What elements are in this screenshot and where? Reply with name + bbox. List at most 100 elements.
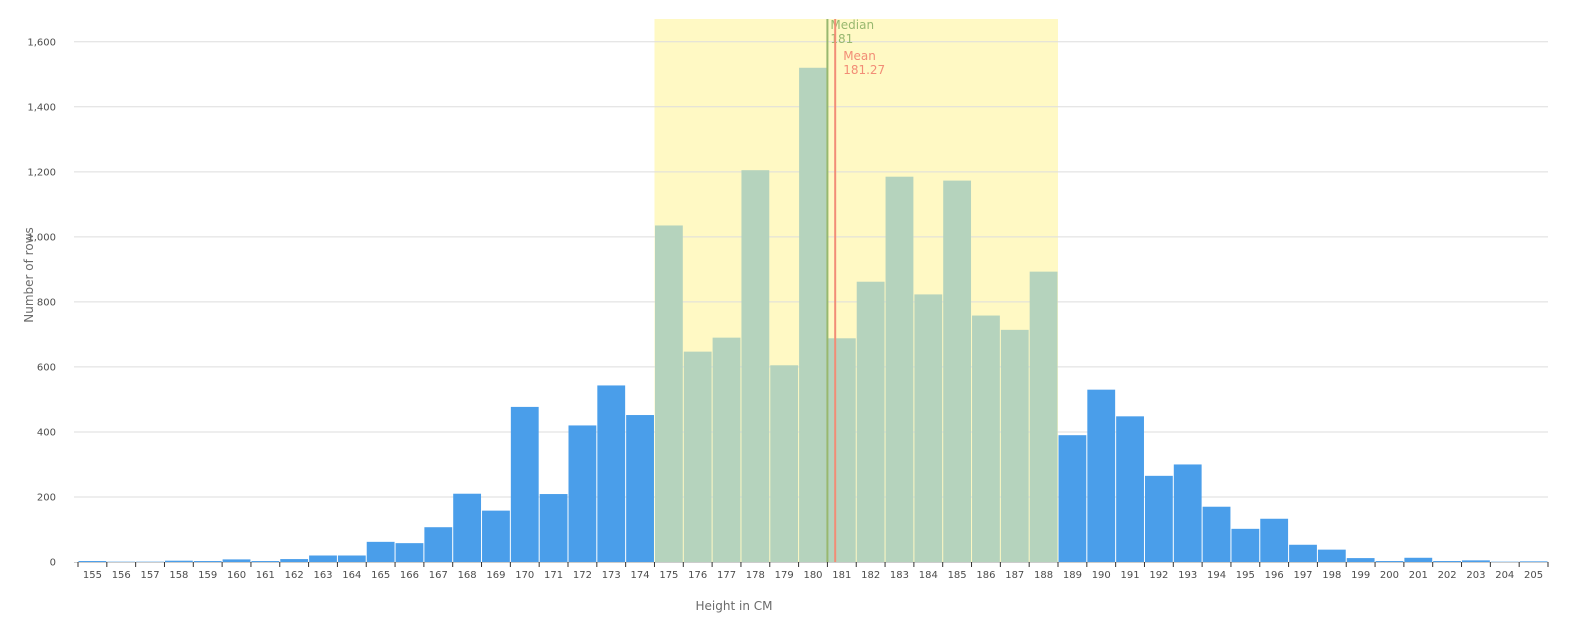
histogram-bar bbox=[799, 67, 827, 562]
x-tick-label: 205 bbox=[1524, 570, 1543, 581]
y-tick-label: 1,600 bbox=[27, 37, 56, 48]
x-tick-label: 168 bbox=[458, 570, 477, 581]
x-tick-label: 180 bbox=[803, 570, 822, 581]
bars bbox=[78, 67, 1548, 563]
histogram-bar bbox=[1519, 561, 1548, 562]
histogram-bar bbox=[1058, 435, 1087, 562]
histogram-bar bbox=[222, 559, 251, 562]
x-tick-label: 204 bbox=[1495, 570, 1514, 581]
histogram-bar bbox=[856, 281, 885, 562]
y-tick-label: 800 bbox=[37, 297, 56, 308]
histogram-bar bbox=[366, 541, 395, 562]
x-tick-label: 191 bbox=[1121, 570, 1140, 581]
histogram-bar bbox=[741, 170, 770, 562]
histogram-bar bbox=[1231, 528, 1260, 562]
histogram-bar bbox=[914, 294, 943, 562]
x-tick-label: 166 bbox=[400, 570, 419, 581]
y-tick-label: 1,400 bbox=[27, 102, 56, 113]
y-axis: 0 200 400 600 800 1,000 1,200 1,400 1,600 bbox=[27, 37, 56, 568]
x-tick-label: 173 bbox=[602, 570, 621, 581]
x-tick-label: 196 bbox=[1265, 570, 1284, 581]
x-tick-label: 197 bbox=[1293, 570, 1312, 581]
histogram-bar bbox=[1490, 561, 1519, 563]
histogram-bar bbox=[943, 180, 972, 562]
histogram-bar bbox=[251, 561, 280, 562]
x-tick-label: 181 bbox=[832, 570, 851, 581]
x-tick-label: 169 bbox=[486, 570, 505, 581]
histogram-bar bbox=[568, 425, 597, 562]
x-tick-label: 185 bbox=[948, 570, 967, 581]
x-tick-label: 199 bbox=[1351, 570, 1370, 581]
histogram-bar bbox=[1289, 544, 1317, 562]
histogram-bar bbox=[309, 555, 337, 562]
x-tick-label: 179 bbox=[775, 570, 794, 581]
histogram-bar bbox=[1202, 506, 1231, 562]
x-tick-label: 187 bbox=[1005, 570, 1024, 581]
x-tick-label: 175 bbox=[659, 570, 678, 581]
x-tick-label: 178 bbox=[746, 570, 765, 581]
histogram-bar bbox=[597, 385, 626, 562]
y-tick-label: 1,200 bbox=[27, 167, 56, 178]
histogram-bar bbox=[1375, 561, 1404, 562]
x-tick-label: 156 bbox=[112, 570, 131, 581]
x-tick-label: 158 bbox=[169, 570, 188, 581]
x-tick-label: 203 bbox=[1466, 570, 1485, 581]
histogram-bar bbox=[827, 338, 856, 562]
y-axis-title: Number of rows bbox=[22, 227, 36, 322]
histogram-bar bbox=[337, 555, 366, 562]
x-tick-label: 160 bbox=[227, 570, 246, 581]
histogram-bar bbox=[626, 415, 654, 562]
histogram-bar bbox=[1462, 560, 1490, 562]
x-tick-label: 193 bbox=[1178, 570, 1197, 581]
x-tick-label: 161 bbox=[256, 570, 275, 581]
marker-value-label: 181.27 bbox=[843, 63, 885, 77]
x-tick-label: 174 bbox=[631, 570, 650, 581]
marker-name-label: Median bbox=[830, 18, 874, 32]
x-tick-label: 200 bbox=[1380, 570, 1399, 581]
x-tick-label: 182 bbox=[861, 570, 880, 581]
histogram-bar bbox=[193, 561, 222, 562]
x-tick-label: 202 bbox=[1438, 570, 1457, 581]
histogram-bar bbox=[395, 543, 424, 562]
histogram-bar bbox=[1317, 549, 1346, 562]
x-tick-label: 167 bbox=[429, 570, 448, 581]
x-tick-label: 162 bbox=[285, 570, 304, 581]
histogram-bar bbox=[1404, 557, 1433, 562]
x-tick-label: 171 bbox=[544, 570, 563, 581]
histogram-bar bbox=[1116, 416, 1144, 562]
histogram-bar bbox=[453, 493, 482, 562]
x-tick-label: 170 bbox=[515, 570, 534, 581]
x-tick-label: 186 bbox=[976, 570, 995, 581]
histogram-bar bbox=[1260, 518, 1289, 562]
x-axis-title: Height in CM bbox=[696, 599, 773, 613]
x-tick-label: 172 bbox=[573, 570, 592, 581]
x-tick-label: 194 bbox=[1207, 570, 1226, 581]
histogram-bar bbox=[280, 559, 309, 562]
x-tick-label: 189 bbox=[1063, 570, 1082, 581]
x-tick-label: 164 bbox=[342, 570, 361, 581]
histogram-bar bbox=[136, 561, 164, 563]
histogram-bar bbox=[107, 561, 136, 563]
y-tick-label: 400 bbox=[37, 427, 56, 438]
x-tick-label: 165 bbox=[371, 570, 390, 581]
x-tick-label: 195 bbox=[1236, 570, 1255, 581]
histogram-bar bbox=[683, 351, 712, 562]
x-tick-label: 177 bbox=[717, 570, 736, 581]
histogram-bar bbox=[1000, 329, 1029, 562]
histogram-bar bbox=[1433, 561, 1462, 562]
marker-value-label: 181 bbox=[830, 32, 853, 46]
histogram-bar bbox=[510, 406, 539, 562]
histogram-bar bbox=[539, 494, 568, 562]
histogram-bar bbox=[770, 365, 799, 562]
histogram-bar bbox=[972, 315, 1000, 562]
x-tick-label: 201 bbox=[1409, 570, 1428, 581]
histogram-bar bbox=[1087, 389, 1116, 562]
y-tick-label: 600 bbox=[37, 362, 56, 373]
histogram-bar bbox=[1173, 464, 1202, 562]
y-tick-label: 200 bbox=[37, 492, 56, 503]
y-tick-label: 0 bbox=[50, 558, 56, 569]
histogram-bar bbox=[424, 527, 453, 562]
marker-name-label: Mean bbox=[843, 49, 876, 63]
